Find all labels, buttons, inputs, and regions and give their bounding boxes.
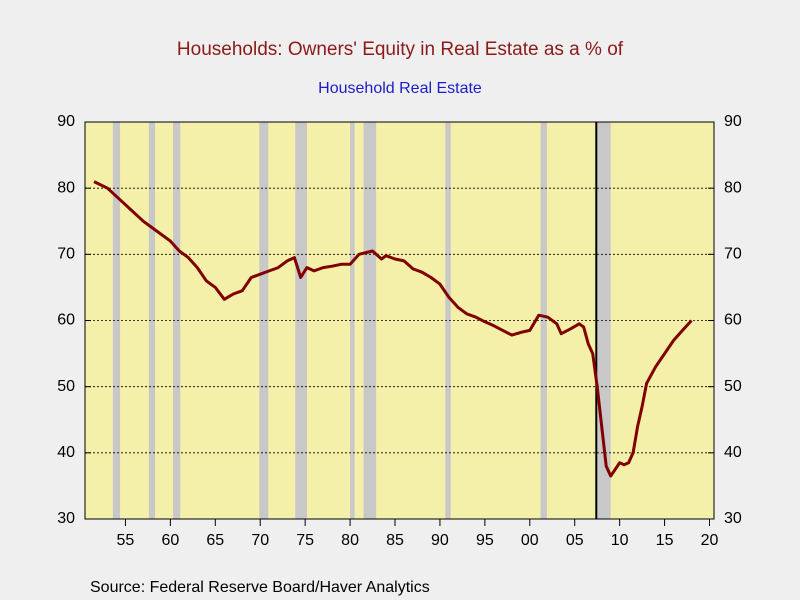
recession-band bbox=[148, 122, 156, 519]
x-tick-label: 20 bbox=[701, 532, 719, 549]
chart-subtitle: Household Real Estate bbox=[318, 80, 482, 97]
y-tick-label: 90 bbox=[57, 113, 75, 130]
recession-band bbox=[350, 122, 355, 519]
x-tick-label: 55 bbox=[117, 532, 135, 549]
y-tick-label: 40 bbox=[57, 444, 75, 461]
recession-band bbox=[259, 122, 269, 519]
x-tick-label: 70 bbox=[251, 532, 269, 549]
recession-band bbox=[540, 122, 547, 519]
y2-tick-label: 80 bbox=[724, 179, 742, 196]
x-tick-label: 65 bbox=[206, 532, 224, 549]
recession-band bbox=[597, 122, 611, 519]
x-tick-label: 05 bbox=[566, 532, 584, 549]
y-tick-label: 30 bbox=[57, 510, 75, 527]
chart-title: Households: Owners' Equity in Real Estat… bbox=[177, 39, 624, 60]
y2-tick-label: 60 bbox=[724, 312, 742, 329]
line bbox=[93, 180, 693, 478]
x-tick-label: 15 bbox=[656, 532, 674, 549]
y-tick-label: 50 bbox=[57, 378, 75, 395]
y2-tick-label: 70 bbox=[724, 246, 742, 263]
source: Source: Federal Reserve Board/Haver Anal… bbox=[90, 579, 430, 596]
recession-band bbox=[112, 122, 121, 519]
x-tick-label: 95 bbox=[476, 532, 494, 549]
y-tick-label: 60 bbox=[57, 312, 75, 329]
x-tick-label: 75 bbox=[296, 532, 314, 549]
x-tick-label: 10 bbox=[611, 532, 629, 549]
y2-tick-label: 50 bbox=[724, 378, 742, 395]
recession-band bbox=[173, 122, 181, 519]
y2-tick-label: 90 bbox=[724, 113, 742, 130]
x-tick-label: 90 bbox=[431, 532, 449, 549]
x-tick-label: 60 bbox=[161, 532, 179, 549]
plot-frame bbox=[84, 121, 715, 520]
x-tick-label: 85 bbox=[386, 532, 404, 549]
recession-band bbox=[445, 122, 451, 519]
y-tick-label: 80 bbox=[57, 179, 75, 196]
x-tick-label: 00 bbox=[521, 532, 539, 549]
y-tick-label: 70 bbox=[57, 246, 75, 263]
y2-tick-label: 30 bbox=[724, 510, 742, 527]
x-tick-label: 80 bbox=[341, 532, 359, 549]
y2-tick-label: 40 bbox=[724, 444, 742, 461]
